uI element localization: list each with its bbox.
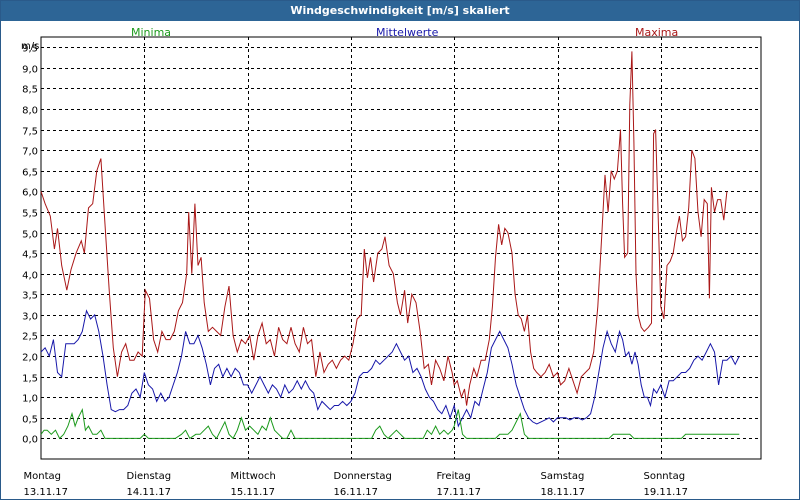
y-tick-label: 2,0 xyxy=(22,353,38,364)
y-tick-label: 8,5 xyxy=(22,85,38,96)
chart-title: Windgeschwindigkeit [m/s] skaliert xyxy=(1,1,799,21)
y-tick-label: 4,0 xyxy=(22,271,38,282)
x-day-label: Dienstag xyxy=(127,471,172,482)
legend-mittelwerte: Mittelwerte xyxy=(376,26,439,39)
y-tick-label: 7,0 xyxy=(22,147,38,158)
x-day-label: Montag xyxy=(24,471,61,482)
x-date-label: 14.11.17 xyxy=(127,487,172,498)
x-date-label: 17.11.17 xyxy=(437,487,482,498)
y-tick-label: 6,0 xyxy=(22,188,38,199)
series-line-maxima xyxy=(40,51,728,406)
x-day-label: Freitag xyxy=(437,471,471,482)
y-tick-label: 6,5 xyxy=(22,168,38,179)
y-tick-label: 0,0 xyxy=(22,435,38,446)
y-axis-label: m/s xyxy=(21,41,39,52)
y-tick-label: 9,0 xyxy=(22,65,38,76)
legend-minima: Minima xyxy=(131,26,172,39)
x-day-label: Mittwoch xyxy=(231,471,276,482)
plot-border xyxy=(40,36,762,460)
x-date-label: 15.11.17 xyxy=(231,487,276,498)
y-tick-label: 2,5 xyxy=(22,332,38,343)
y-tick-label: 5,0 xyxy=(22,230,38,241)
y-tick-label: 5,5 xyxy=(22,209,38,220)
series-line-minima xyxy=(40,407,740,440)
y-tick-label: 3,5 xyxy=(22,291,38,302)
x-date-label: 18.11.17 xyxy=(541,487,586,498)
y-tick-label: 7,5 xyxy=(22,127,38,138)
x-date-label: 13.11.17 xyxy=(24,487,69,498)
x-day-label: Sonntag xyxy=(644,471,686,482)
y-tick-label: 8,0 xyxy=(22,106,38,117)
y-tick-label: 9,5 xyxy=(22,44,38,55)
series-line-mittelwerte xyxy=(40,309,740,428)
x-day-label: Donnerstag xyxy=(334,471,392,482)
y-tick-label: 4,5 xyxy=(22,250,38,261)
x-date-label: 19.11.17 xyxy=(644,487,689,498)
y-tick-label: 1,0 xyxy=(22,394,38,405)
y-tick-label: 1,5 xyxy=(22,374,38,385)
y-tick-label: 3,0 xyxy=(22,312,38,323)
x-day-label: Samstag xyxy=(541,471,585,482)
legend-maxima: Maxima xyxy=(635,26,679,39)
y-tick-label: 0,5 xyxy=(22,415,38,426)
x-date-label: 16.11.17 xyxy=(334,487,379,498)
